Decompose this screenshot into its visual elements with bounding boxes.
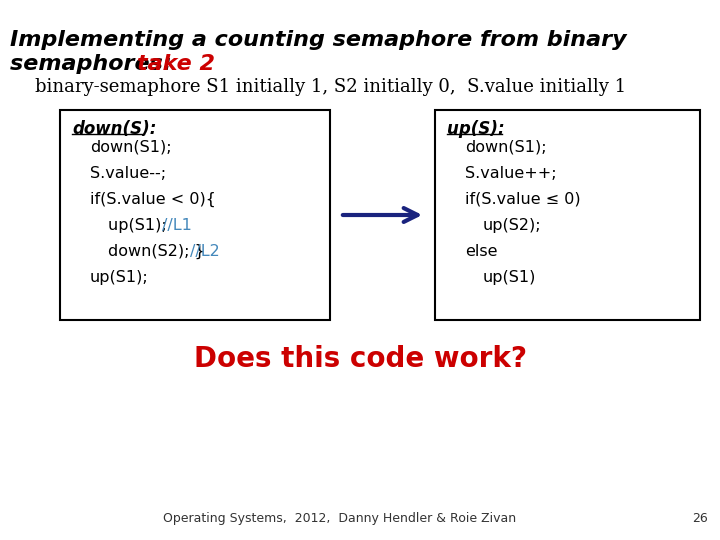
Text: up(S2);: up(S2); (483, 218, 541, 233)
Text: if(S.value < 0){: if(S.value < 0){ (90, 192, 216, 207)
Text: up(S1);: up(S1); (90, 270, 149, 285)
Text: semaphores:: semaphores: (10, 54, 179, 74)
Text: S.value--;: S.value--; (90, 166, 166, 181)
Text: binary-semaphore S1 initially 1, S2 initially 0,  S.value initially 1: binary-semaphore S1 initially 1, S2 init… (35, 78, 626, 96)
Text: else: else (465, 244, 498, 259)
Text: take 2: take 2 (137, 54, 215, 74)
Text: Implementing a counting semaphore from binary: Implementing a counting semaphore from b… (10, 30, 626, 50)
Text: up(S):: up(S): (447, 120, 505, 138)
Text: up(S1): up(S1) (483, 270, 536, 285)
Text: S.value++;: S.value++; (465, 166, 557, 181)
Text: Operating Systems,  2012,  Danny Hendler & Roie Zivan: Operating Systems, 2012, Danny Hendler &… (163, 512, 516, 525)
Text: down(S1);: down(S1); (465, 140, 546, 155)
Text: down(S2); }: down(S2); } (108, 244, 210, 259)
Text: Does this code work?: Does this code work? (194, 345, 526, 373)
Text: if(S.value ≤ 0): if(S.value ≤ 0) (465, 192, 580, 207)
Text: //L1: //L1 (163, 218, 192, 233)
Text: up(S1);: up(S1); (108, 218, 172, 233)
Text: 26: 26 (692, 512, 708, 525)
FancyBboxPatch shape (435, 110, 700, 320)
FancyBboxPatch shape (60, 110, 330, 320)
Text: down(S):: down(S): (72, 120, 156, 138)
Text: down(S1);: down(S1); (90, 140, 171, 155)
Text: //L2: //L2 (189, 244, 220, 259)
